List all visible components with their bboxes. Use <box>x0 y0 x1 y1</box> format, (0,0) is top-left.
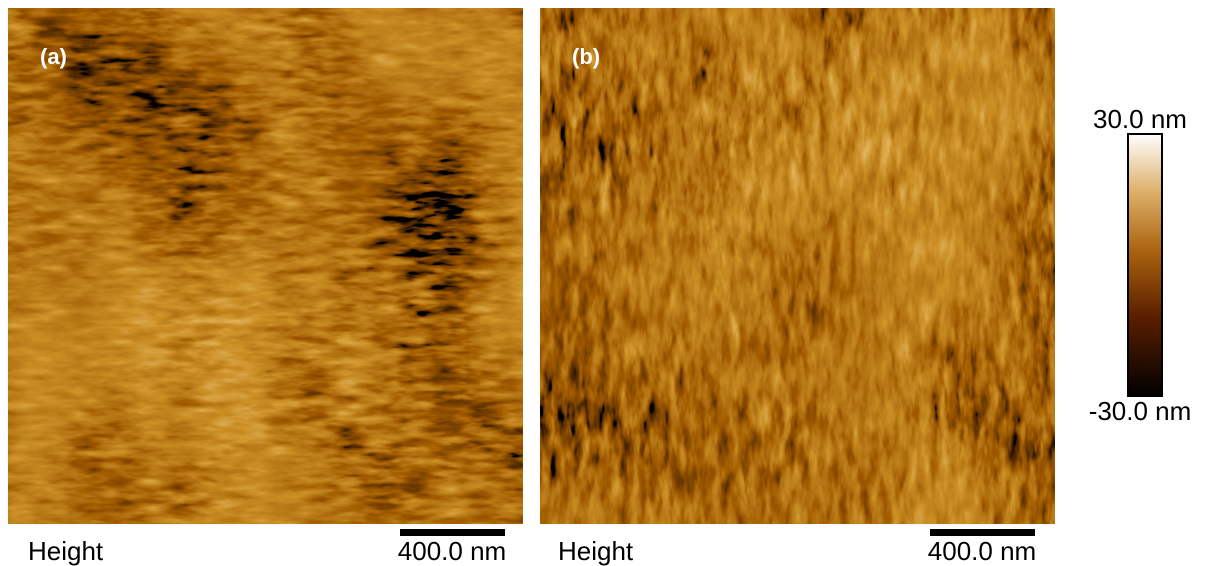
colorbar-max: 30.0 nm <box>1093 104 1187 134</box>
scale-bar <box>930 529 1035 536</box>
caption: Height <box>558 536 634 566</box>
scale-bar <box>400 529 505 536</box>
scale-label: 400.0 nm <box>398 536 506 566</box>
afm-image <box>8 8 523 524</box>
colorbar-min: -30.0 nm <box>1089 396 1192 426</box>
colorbar <box>1127 133 1163 397</box>
panel-label: (a) <box>40 44 67 69</box>
scale-label: 400.0 nm <box>928 536 1036 566</box>
caption: Height <box>28 536 104 566</box>
afm-image <box>540 8 1055 524</box>
panel-label: (b) <box>572 44 600 69</box>
